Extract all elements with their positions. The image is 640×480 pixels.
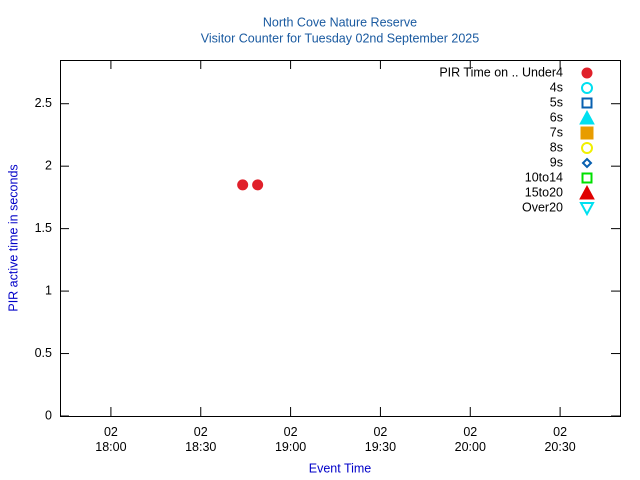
chart-subtitle: Visitor Counter for Tuesday 02nd Septemb… bbox=[201, 31, 479, 45]
x-tick-label: 02 19:00 bbox=[274, 425, 307, 454]
legend-marker bbox=[581, 67, 593, 79]
legend-label: 6s bbox=[550, 110, 563, 124]
legend-label: 10to14 bbox=[525, 170, 563, 184]
legend-marker bbox=[579, 184, 595, 200]
x-axis-label: Event Time bbox=[309, 461, 372, 475]
marker bbox=[237, 179, 249, 191]
x-tick-label: 02 19:30 bbox=[364, 425, 397, 454]
legend-marker bbox=[581, 97, 593, 109]
x-tick-label: 02 18:30 bbox=[185, 425, 217, 454]
y-tick-label: 2.5 bbox=[35, 96, 52, 110]
legend-label: 5s bbox=[550, 95, 563, 109]
legend-label: 15to20 bbox=[525, 185, 563, 199]
y-tick-label: 1.5 bbox=[35, 221, 52, 235]
legend-label: 7s bbox=[550, 125, 563, 139]
marker bbox=[252, 179, 264, 191]
legend-label: 8s bbox=[550, 140, 563, 154]
y-tick-label: 0.5 bbox=[35, 346, 52, 360]
legend-marker bbox=[579, 202, 595, 217]
plot-border bbox=[60, 60, 621, 417]
x-tick-label: 02 18:00 bbox=[95, 425, 127, 454]
chart-title: North Cove Nature Reserve bbox=[263, 15, 417, 29]
x-tick-label: 02 20:00 bbox=[454, 425, 486, 454]
legend-marker bbox=[581, 172, 593, 184]
y-tick-label: 2 bbox=[45, 158, 52, 172]
legend-marker bbox=[581, 157, 593, 169]
x-tick-label: 02 20:30 bbox=[544, 425, 576, 454]
legend-marker bbox=[581, 82, 593, 94]
legend-label: 4s bbox=[550, 80, 563, 94]
legend-label: PIR Time on .. Under4 bbox=[439, 65, 563, 79]
legend-marker bbox=[581, 142, 593, 154]
legend-marker bbox=[579, 109, 595, 125]
legend-label: Over20 bbox=[522, 200, 563, 214]
legend-label: 9s bbox=[550, 155, 563, 169]
y-tick-label: 0 bbox=[45, 408, 52, 422]
y-axis-label: PIR active time in seconds bbox=[6, 164, 20, 311]
y-tick-label: 1 bbox=[45, 283, 52, 297]
legend-marker bbox=[580, 126, 594, 140]
